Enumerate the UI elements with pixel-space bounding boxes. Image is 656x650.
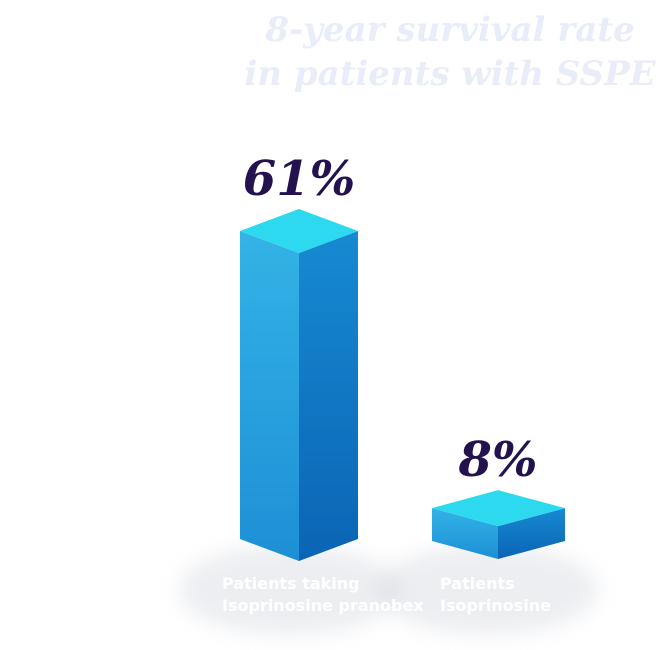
value-label-2: 8% (457, 432, 537, 488)
category-label-1-line-2: Isoprinosine pranobex (222, 596, 424, 615)
bar-face-right-2 (498, 508, 565, 559)
bar-1 (240, 209, 358, 561)
value-label-1: 61% (243, 151, 355, 207)
bars-group (240, 209, 565, 561)
chart-title: 8-year survival rate in patients with SS… (200, 8, 656, 96)
category-label-2-line-2: Isoprinosine (440, 596, 551, 615)
bar-face-right-1 (299, 231, 358, 561)
bar-face-top-1 (240, 209, 358, 253)
bar-shadows (179, 545, 598, 635)
bar-face-left-1 (240, 231, 299, 561)
bar-shadow-2 (378, 545, 598, 635)
bar-face-top-2 (432, 490, 565, 527)
chart-title-line-2: in patients with SSPE (244, 54, 656, 94)
chart-title-line-1: 8-year survival rate (265, 10, 635, 50)
category-label-1-line-1: Patients taking (222, 574, 360, 593)
bar-shadow-1 (179, 545, 399, 635)
category-label-2-line-1: Patients (440, 574, 515, 593)
bar-face-left-2 (432, 508, 498, 559)
labels-group: 61% Patients taking Isoprinosine pranobex 8… (222, 151, 551, 615)
bar-2 (432, 490, 565, 559)
